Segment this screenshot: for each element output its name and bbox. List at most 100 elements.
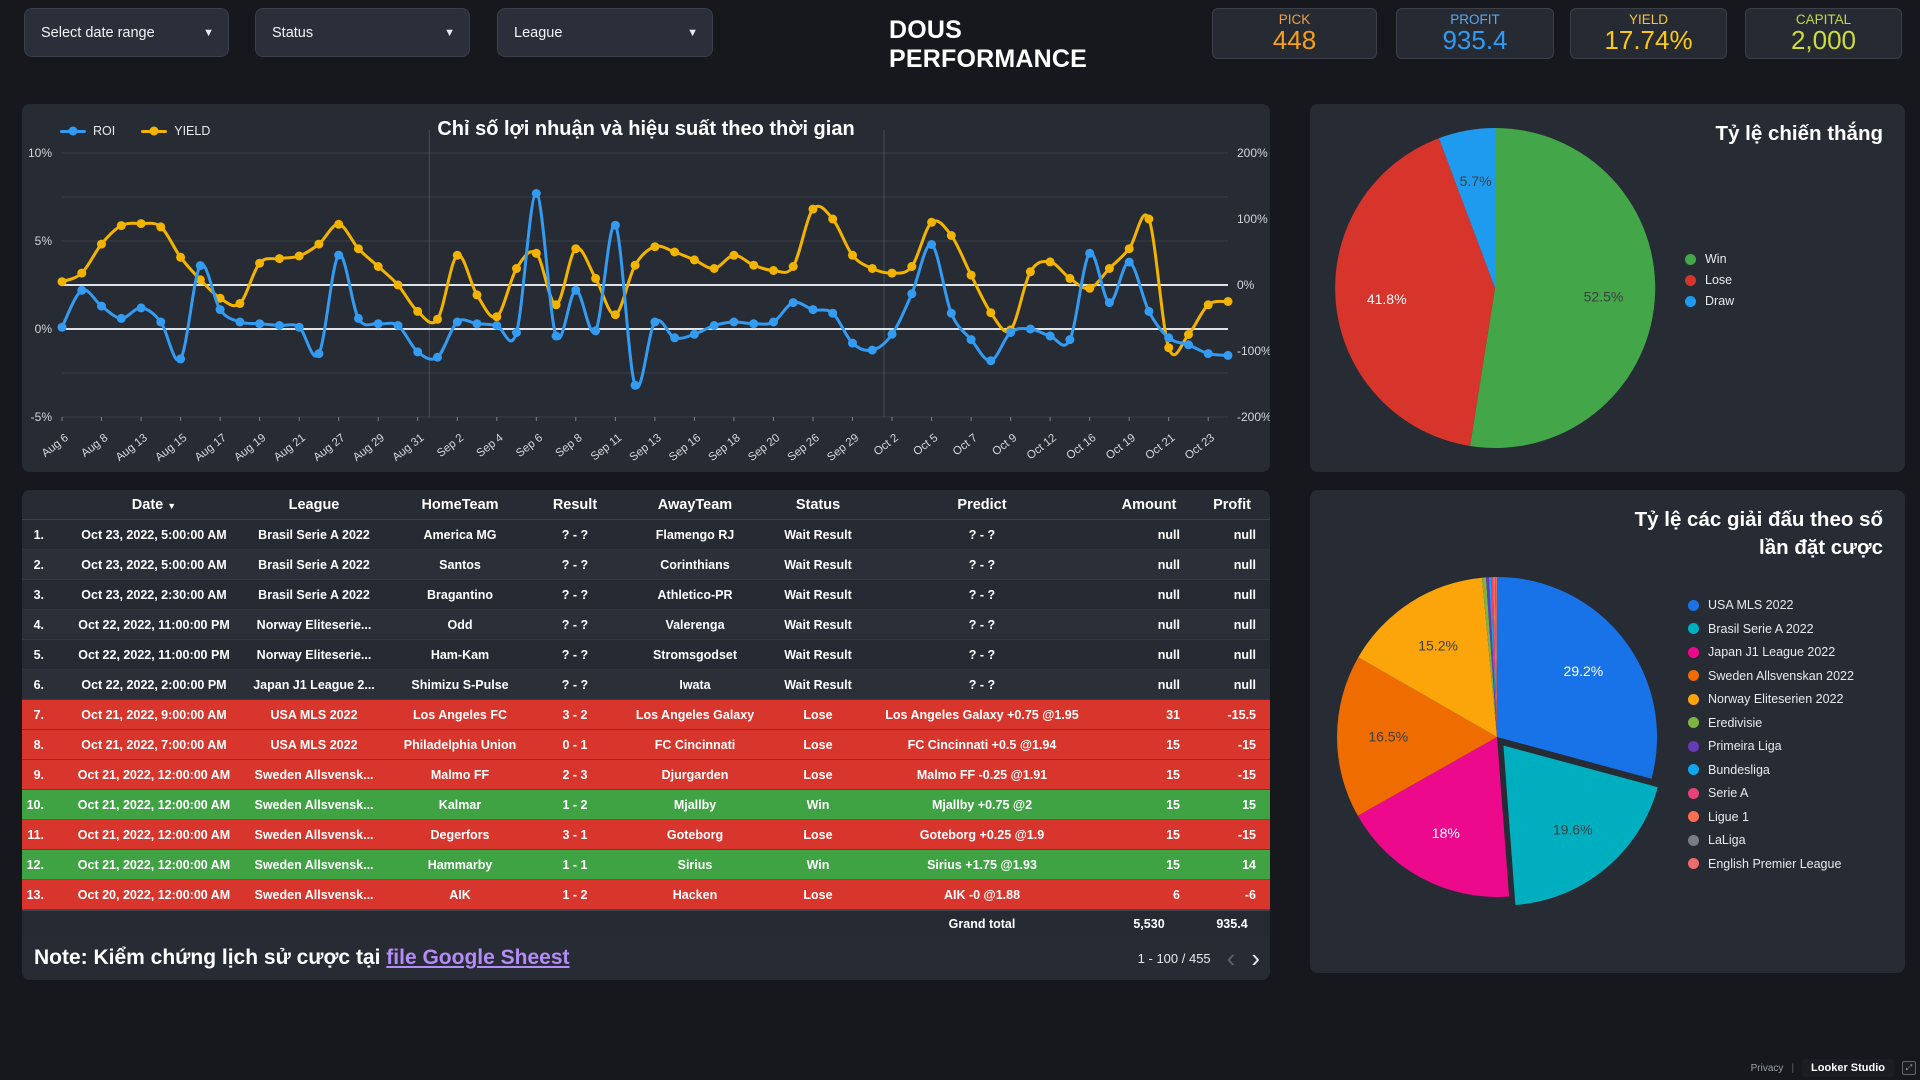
- column-header-status[interactable]: Status: [795, 496, 841, 513]
- cell-date: Oct 23, 2022, 5:00:00 AM: [81, 557, 227, 572]
- legend-color-dot: [1688, 693, 1699, 705]
- svg-text:Oct 2: Oct 2: [872, 432, 901, 458]
- cell-idx: 11.: [27, 827, 44, 842]
- svg-text:Oct 16: Oct 16: [1064, 432, 1098, 462]
- status-filter-label: Status: [272, 24, 314, 41]
- status-filter[interactable]: Status ▼: [255, 8, 470, 57]
- cell-predict: Goteborg +0.25 @1.9: [919, 827, 1045, 842]
- winrate-pie-chart: 52.5% 41.8% 5.7%: [1335, 127, 1656, 448]
- cell-amount: null: [1157, 617, 1180, 632]
- legend-item-lose: Lose: [1685, 273, 1734, 287]
- legend-label: Primeira Liga: [1708, 739, 1782, 753]
- cell-idx: 3.: [33, 587, 44, 602]
- column-header-amount[interactable]: Amount: [1121, 496, 1177, 513]
- chevron-down-icon: ▼: [203, 26, 214, 39]
- cell-date: Oct 22, 2022, 2:00:00 PM: [81, 677, 227, 692]
- legend-label: Sweden Allsvenskan 2022: [1708, 668, 1854, 683]
- expand-icon[interactable]: ⤢: [1902, 1061, 1916, 1075]
- legend-item-ligue-1: Ligue 1: [1688, 810, 1854, 824]
- cell-date: Oct 23, 2022, 2:30:00 AM: [81, 587, 227, 602]
- cell-result: 0 - 1: [562, 737, 588, 752]
- kpi-yield-value: 17.74%: [1604, 24, 1693, 55]
- prev-page-button[interactable]: ‹: [1226, 943, 1236, 973]
- cell-home: AIK: [449, 887, 471, 902]
- cell-idx: 9.: [33, 767, 44, 782]
- looker-studio-badge[interactable]: Looker Studio: [1802, 1059, 1894, 1077]
- svg-text:Sep 6: Sep 6: [514, 432, 545, 460]
- kpi-profit-value: 935.4: [1442, 24, 1508, 55]
- cell-result: 2 - 3: [562, 767, 588, 782]
- table-row: 7. Oct 21, 2022, 9:00:00 AM USA MLS 2022 Lo…: [22, 700, 1270, 730]
- legend-item-eredivisie: Eredivisie: [1688, 716, 1854, 730]
- column-header-date[interactable]: Date ▼: [131, 496, 177, 513]
- cell-status: Lose: [803, 767, 833, 782]
- winrate-pie-title: Tỷ lệ chiến thắng: [1715, 122, 1883, 145]
- chevron-down-icon: ▼: [444, 26, 455, 39]
- privacy-link[interactable]: Privacy: [1750, 1062, 1784, 1074]
- legend-item-bundesliga: Bundesliga: [1688, 763, 1854, 777]
- cell-away: Corinthians: [660, 557, 730, 572]
- cell-status: Wait Result: [784, 677, 852, 692]
- cell-away: Iwata: [679, 677, 711, 692]
- cell-idx: 2.: [33, 557, 44, 572]
- league-filter[interactable]: League ▼: [497, 8, 713, 57]
- google-sheet-link[interactable]: file Google Sheest: [386, 946, 570, 969]
- kpi-card-profit: PROFIT 935.4: [1396, 8, 1554, 59]
- date-range-filter[interactable]: Select date range ▼: [24, 8, 229, 57]
- roi-line-marker-icon: [60, 129, 86, 133]
- table-row: 8. Oct 21, 2022, 7:00:00 AM USA MLS 2022 Ph…: [22, 730, 1270, 760]
- table-row: 3. Oct 23, 2022, 2:30:00 AM Brasil Serie A…: [22, 580, 1270, 610]
- cell-idx: 13.: [26, 887, 44, 902]
- cell-predict: ? - ?: [968, 557, 996, 572]
- cell-away: Goteborg: [666, 827, 724, 842]
- legend-label: Serie A: [1708, 786, 1749, 800]
- leagues-pie-title: Tỷ lệ các giải đấu theo số lần đặt cược: [1634, 508, 1883, 559]
- svg-text:16.5%: 16.5%: [1368, 729, 1408, 745]
- column-header-result[interactable]: Result: [552, 496, 598, 513]
- legend-item-laliga: LaLiga: [1688, 833, 1854, 847]
- column-header-predict[interactable]: Predict: [957, 496, 1007, 513]
- svg-text:Oct 7: Oct 7: [951, 432, 980, 458]
- legend-item-usa-mls-2022: USA MLS 2022: [1688, 598, 1854, 612]
- legend-color-dot: [1688, 670, 1699, 681]
- kpi-pick-label: PICK: [1278, 11, 1311, 27]
- table-row: 2. Oct 23, 2022, 5:00:00 AM Brasil Serie A…: [22, 550, 1270, 580]
- svg-text:-5%: -5%: [31, 410, 53, 424]
- legend-label: Brasil Serie A 2022: [1708, 621, 1814, 636]
- cell-profit: null: [1233, 587, 1256, 602]
- cell-home: Degerfors: [430, 827, 490, 842]
- kpi-card-yield: YIELD 17.74%: [1570, 8, 1727, 59]
- grand-total-profit: 935.4: [1216, 916, 1248, 931]
- cell-away: Sirius: [677, 857, 713, 872]
- svg-text:100%: 100%: [1237, 212, 1268, 226]
- column-header-profit[interactable]: Profit: [1213, 496, 1251, 513]
- svg-text:29.2%: 29.2%: [1564, 663, 1604, 679]
- svg-text:Aug 6: Aug 6: [40, 432, 71, 460]
- cell-profit: null: [1233, 527, 1256, 542]
- cell-profit: null: [1233, 677, 1256, 692]
- cell-idx: 6.: [33, 677, 44, 692]
- legend-color-dot: [1688, 764, 1699, 775]
- cell-profit: null: [1233, 617, 1256, 632]
- cell-profit: -15: [1237, 737, 1256, 752]
- cell-amount: null: [1157, 587, 1180, 602]
- table-row: 6. Oct 22, 2022, 2:00:00 PM Japan J1 Leagu…: [22, 670, 1270, 700]
- cell-result: ? - ?: [561, 617, 589, 632]
- column-header-awayteam[interactable]: AwayTeam: [657, 496, 733, 513]
- leagues-pie-chart: 29.2% 19.6% 18% 16.5% 15.2%: [1337, 576, 1658, 905]
- svg-text:0%: 0%: [1237, 278, 1255, 292]
- cell-away: Stromsgodset: [652, 647, 738, 662]
- cell-league: Brasil Serie A 2022: [258, 557, 370, 572]
- svg-text:10%: 10%: [28, 146, 52, 160]
- grand-total-amount: 5,530: [1133, 916, 1165, 931]
- cell-result: 3 - 1: [562, 827, 588, 842]
- column-header-hometeam[interactable]: HomeTeam: [421, 496, 499, 513]
- column-header-league[interactable]: League: [288, 496, 340, 513]
- cell-predict: ? - ?: [968, 677, 996, 692]
- cell-league: Sweden Allsvensk...: [254, 767, 374, 782]
- svg-text:Oct 12: Oct 12: [1025, 432, 1059, 462]
- cell-status: Wait Result: [784, 647, 852, 662]
- next-page-button[interactable]: ›: [1251, 943, 1260, 973]
- cell-league: Brasil Serie A 2022: [258, 587, 370, 602]
- svg-text:0%: 0%: [35, 322, 53, 336]
